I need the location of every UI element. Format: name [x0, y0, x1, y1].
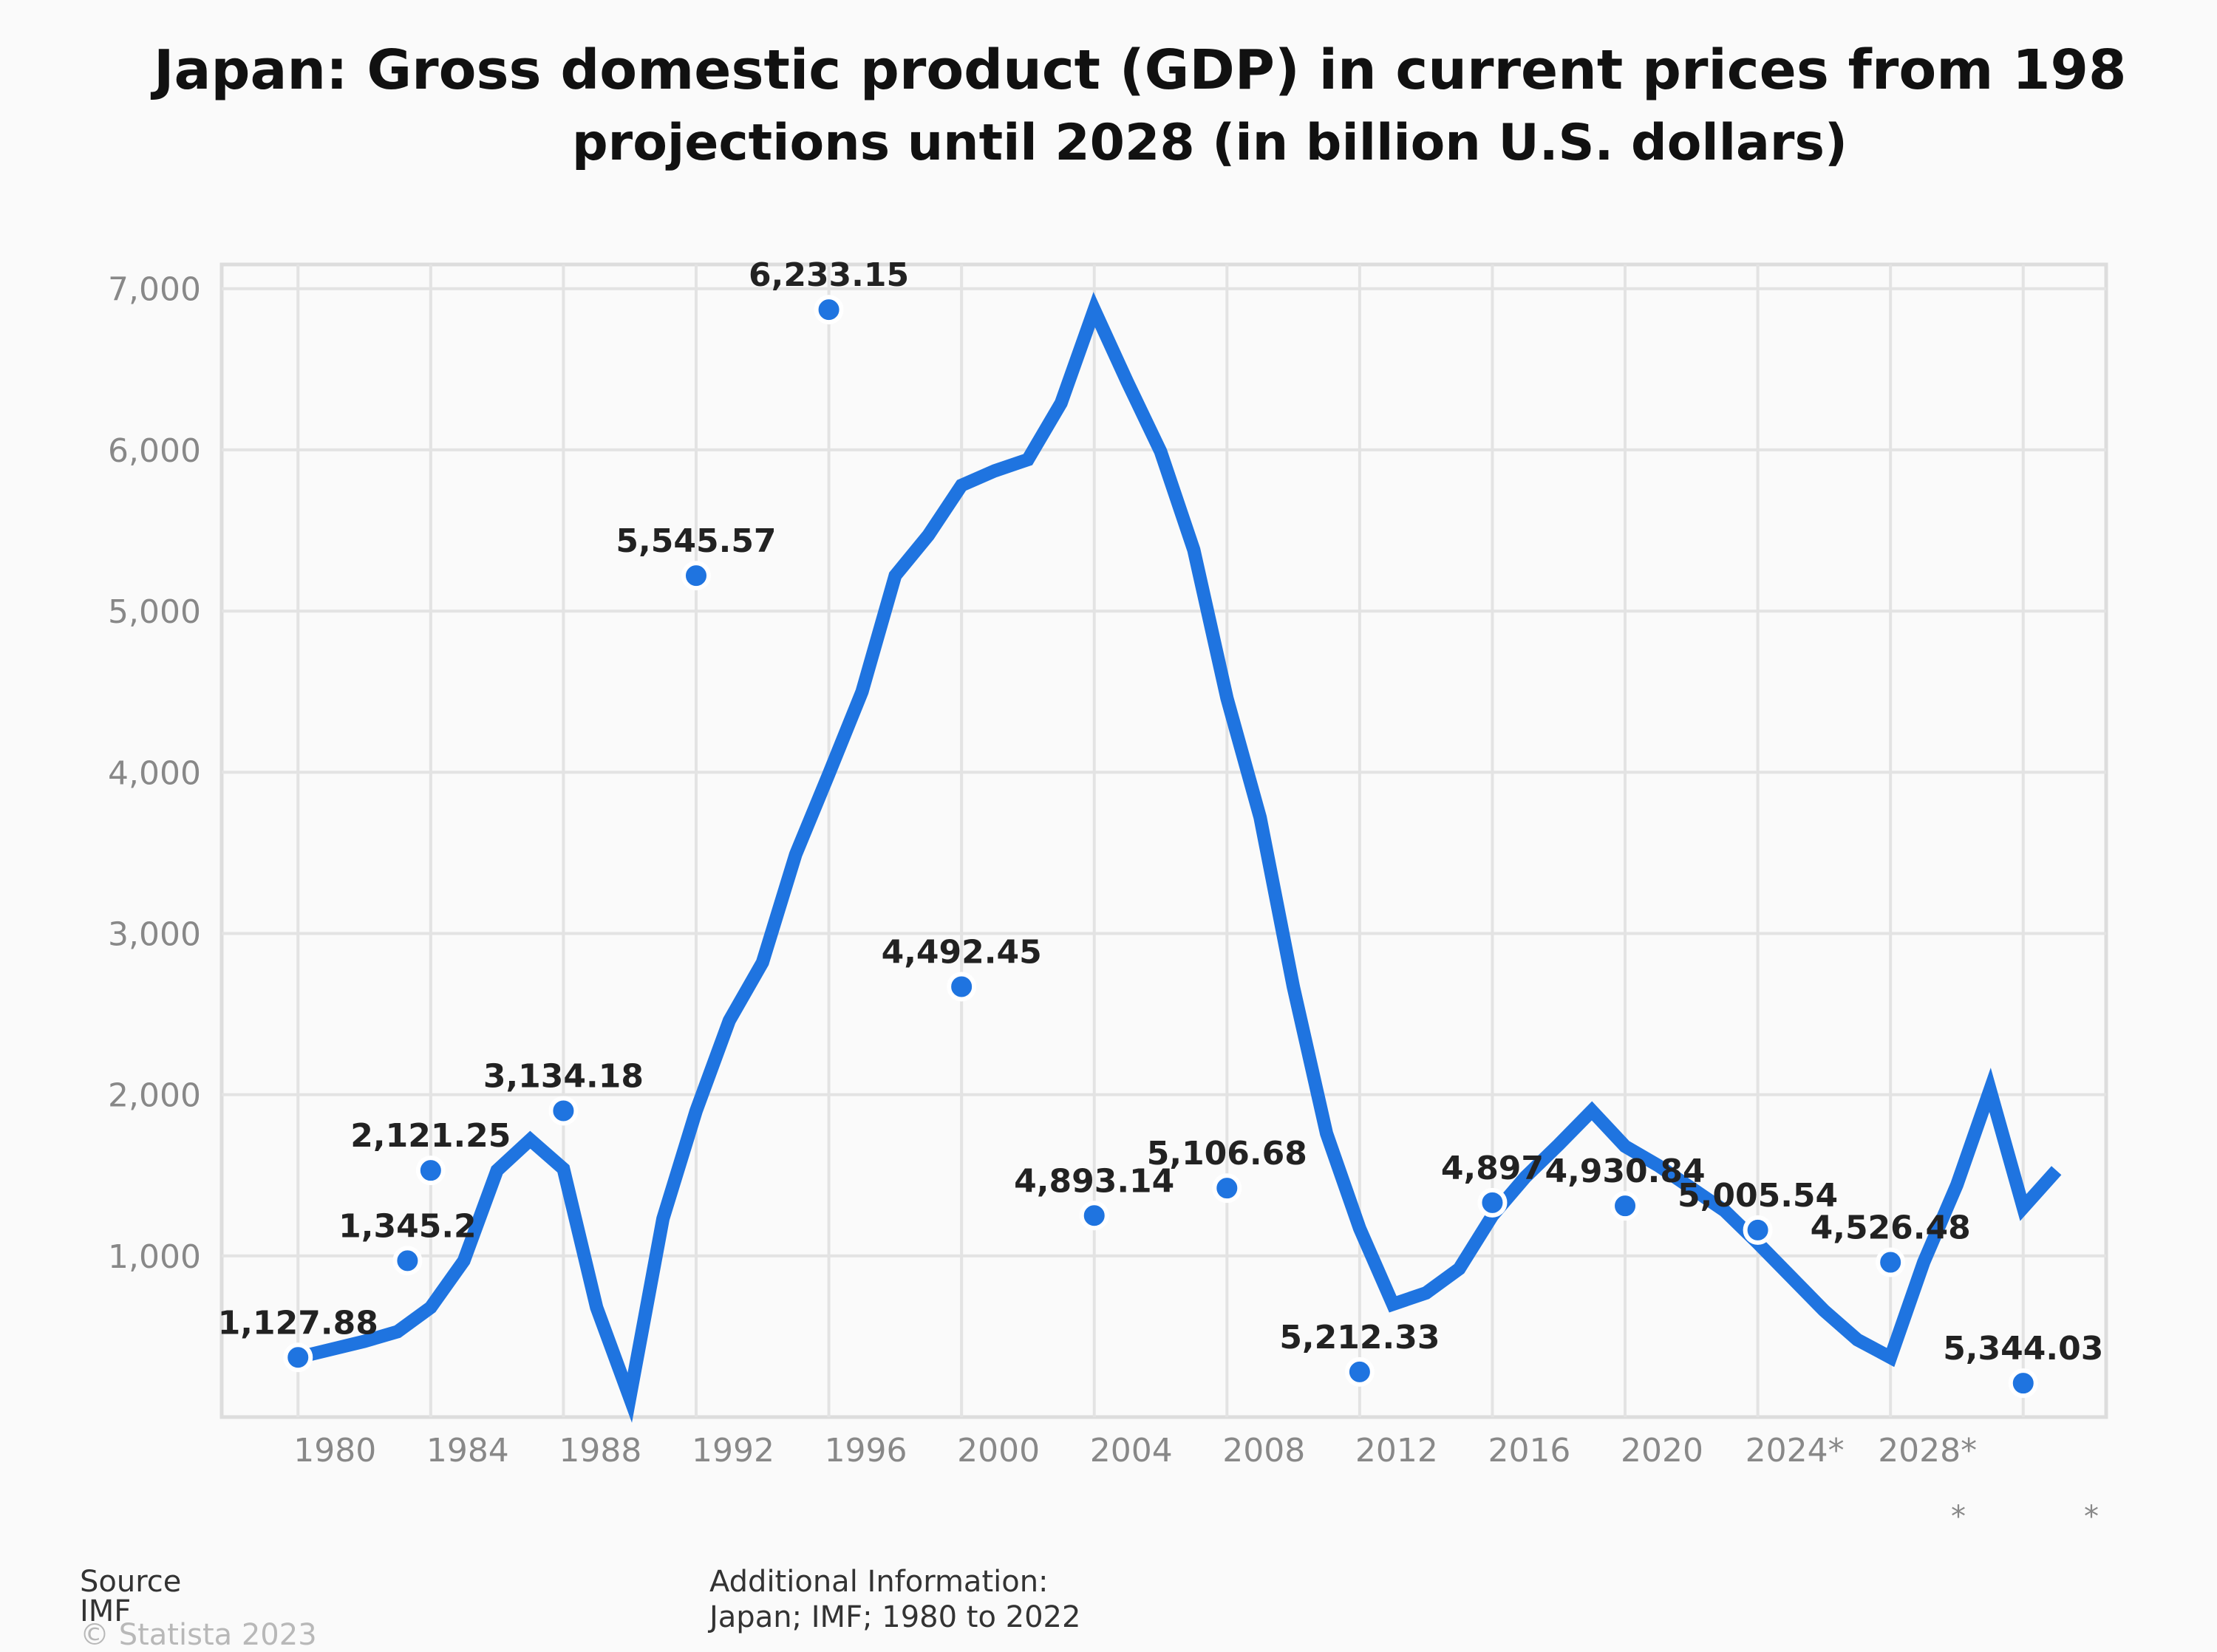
data-point[interactable] [681, 561, 711, 591]
data-labels-group: 1,127.88 1,345.2 2,121.25 3,134.18 5,545.57 6… [218, 256, 2104, 1368]
x-extra-label: * [2084, 1500, 2099, 1534]
data-point[interactable] [415, 1156, 446, 1186]
x-tick-label: 2020 [1621, 1432, 1703, 1470]
markers-group [283, 295, 2038, 1399]
x-extra-label: * [1951, 1500, 1966, 1534]
x-tick-label: 2024* [1746, 1432, 1845, 1470]
y-tick-label: 4,000 [108, 754, 201, 792]
source-label: Source [80, 1565, 182, 1599]
data-point[interactable] [283, 1342, 313, 1373]
data-label: 5,344.03 [1943, 1330, 2103, 1368]
x-tick-label: 2012 [1355, 1432, 1438, 1470]
x-tick-label: 2016 [1488, 1432, 1570, 1470]
data-point[interactable] [392, 1246, 423, 1276]
chart-title-line-1: Japan: Gross domestic product (GDP) in c… [150, 38, 2127, 102]
x-tick-label: 2000 [957, 1432, 1040, 1470]
series-group [296, 292, 2062, 1423]
data-label: 4,893.14 [1014, 1162, 1174, 1200]
data-label: 5,106.68 [1147, 1135, 1307, 1173]
x-tick-label: 1980 [293, 1432, 376, 1470]
x-tick-label: 1992 [692, 1432, 774, 1470]
data-label: 6,233.15 [749, 256, 909, 294]
x-tick-label: 2008 [1222, 1432, 1305, 1470]
data-label: 1,345.2 [338, 1207, 477, 1245]
data-label: 4,930.84 [1545, 1153, 1705, 1190]
y-tick-label: 6,000 [108, 432, 201, 470]
series-line [296, 292, 2062, 1423]
copyright-text: © Statista 2023 [80, 1618, 317, 1652]
data-point[interactable] [1610, 1191, 1641, 1221]
data-label: 4,526.48 [1811, 1209, 1971, 1247]
data-label: 3,134.18 [483, 1057, 644, 1095]
data-point[interactable] [814, 295, 844, 325]
y-tick-label: 5,000 [108, 593, 201, 631]
data-point[interactable] [947, 972, 977, 1002]
data-point[interactable] [1743, 1215, 1773, 1245]
chart-title-line-2: projections until 2028 (in billion U.S. … [572, 114, 1848, 172]
y-tick-label: 1,000 [108, 1238, 201, 1276]
data-label: 5,005.54 [1678, 1177, 1838, 1215]
data-label: 4,492.45 [882, 933, 1042, 971]
x-tick-label: 1988 [559, 1432, 641, 1470]
plot-area-frame [219, 262, 2108, 1419]
y-tick-label: 3,000 [108, 915, 201, 953]
data-point[interactable] [1212, 1173, 1242, 1204]
data-label: 2,121.25 [350, 1117, 511, 1155]
x-tick-label: 1996 [825, 1432, 907, 1470]
additional-info-label: Additional Information: [709, 1565, 1049, 1599]
y-axis: 1,000 2,000 3,000 4,000 5,000 6,000 7,000 [108, 271, 201, 1276]
data-point[interactable] [2008, 1368, 2038, 1399]
y-tick-label: 2,000 [108, 1077, 201, 1115]
data-label: 5,545.57 [616, 522, 776, 560]
x-tick-label: 2028* [1878, 1432, 1977, 1470]
data-point[interactable] [548, 1096, 579, 1126]
y-tick-label: 7,000 [108, 271, 201, 309]
data-point[interactable] [1344, 1356, 1375, 1387]
data-point[interactable] [1079, 1201, 1109, 1231]
x-tick-label: 2004 [1090, 1432, 1173, 1470]
data-point[interactable] [1477, 1187, 1508, 1218]
data-point[interactable] [1876, 1247, 1906, 1277]
x-tick-label: 1984 [426, 1432, 509, 1470]
data-label: 1,127.88 [218, 1304, 378, 1342]
data-label: 4,897 [1441, 1150, 1544, 1187]
grid-lines [222, 264, 2106, 1417]
additional-info-value: Japan; IMF; 1980 to 2022 [709, 1600, 1081, 1634]
x-axis: 1980 1984 1988 1992 1996 2000 2004 2008 2012 2016… [293, 1432, 2099, 1534]
source-value[interactable]: IMF [80, 1594, 132, 1628]
data-label: 5,212.33 [1279, 1319, 1440, 1356]
